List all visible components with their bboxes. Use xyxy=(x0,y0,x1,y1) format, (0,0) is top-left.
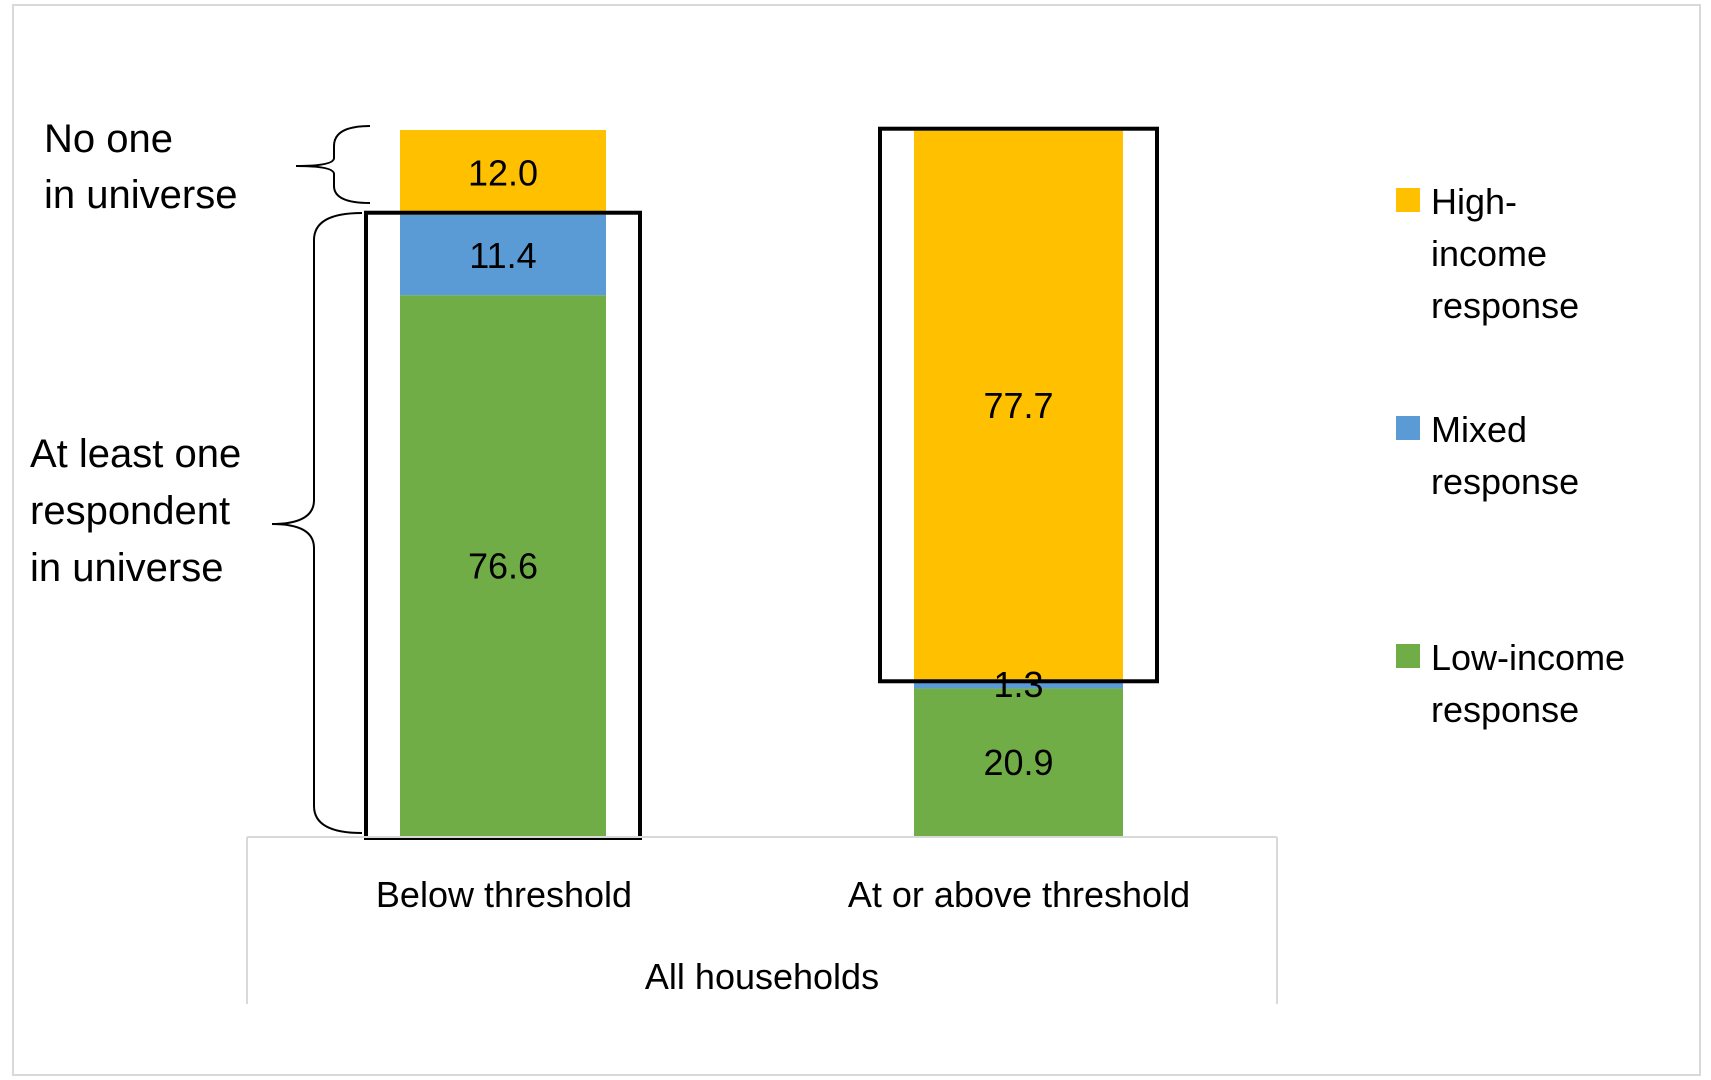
bar-at-or-above-threshold-low-income-response xyxy=(914,688,1123,836)
bar-below-threshold-mixed-response xyxy=(400,214,606,296)
legend-swatch-high-income-response xyxy=(1396,188,1420,212)
legend-label-mixed-response-line-2: response xyxy=(1431,461,1579,502)
data-label-below-threshold-mixed-response: 11.4 xyxy=(469,235,536,276)
annotation-at-least-one: At least one respondent in universe xyxy=(30,212,363,834)
bar-at-or-above-threshold-mixed-response xyxy=(914,679,1123,689)
category-label-below-threshold: Below threshold xyxy=(376,874,632,915)
legend-swatch-low-income-response xyxy=(1396,644,1420,668)
legend-label-mixed-response-line-1: Mixed xyxy=(1431,409,1527,450)
annotation-no-one: No one in universe xyxy=(44,117,371,217)
legend-label-high-income-response-line-1: High- xyxy=(1431,181,1517,222)
data-label-at-or-above-threshold-low-income-response: 20.9 xyxy=(983,742,1053,783)
annotation-at-least-one-line-3: in universe xyxy=(30,546,223,590)
category-label-at-or-above-threshold: At or above threshold xyxy=(848,874,1190,915)
annotation-no-one-line-2: in universe xyxy=(44,173,237,217)
data-label-at-or-above-threshold-mixed-response: 1.3 xyxy=(993,664,1043,705)
legend-swatch-mixed-response xyxy=(1396,416,1420,440)
legend-label-high-income-response-line-3: response xyxy=(1431,285,1579,326)
data-label-at-or-above-threshold-high-income-response: 77.7 xyxy=(983,385,1053,426)
bar-below-threshold-high-income-response xyxy=(400,130,606,215)
data-label-below-threshold-low-income-response: 76.6 xyxy=(468,546,538,587)
category-axis: Below threshold At or above threshold Al… xyxy=(246,836,1278,1004)
brace-no-one xyxy=(295,125,371,204)
annotation-no-one-line-1: No one xyxy=(44,117,173,161)
data-label-below-threshold-high-income-response: 12.0 xyxy=(468,152,538,193)
bar-below-threshold-low-income-response xyxy=(400,295,606,837)
annotation-at-least-one-line-1: At least one xyxy=(30,432,241,476)
annotation-at-least-one-line-2: respondent xyxy=(30,489,230,533)
legend: High-income response Mixed response Low-inco… xyxy=(1396,181,1625,730)
legend-label-low-income-response-line-1: Low-income xyxy=(1431,637,1625,678)
bar-at-or-above-threshold-high-income-response xyxy=(914,130,1123,680)
bars-group xyxy=(400,130,1123,837)
segment-labels-group: 76.6 11.4 12.0 20.9 1.3 77.7 xyxy=(468,152,1054,783)
highlight-box-at-or-above-threshold xyxy=(878,126,1159,684)
x-axis-group-label: All households xyxy=(645,956,879,997)
legend-label-low-income-response-line-2: response xyxy=(1431,689,1579,730)
legend-label-high-income-response-line-2: income xyxy=(1431,233,1547,274)
chart-frame xyxy=(12,4,1701,1076)
brace-at-least-one xyxy=(271,212,363,834)
